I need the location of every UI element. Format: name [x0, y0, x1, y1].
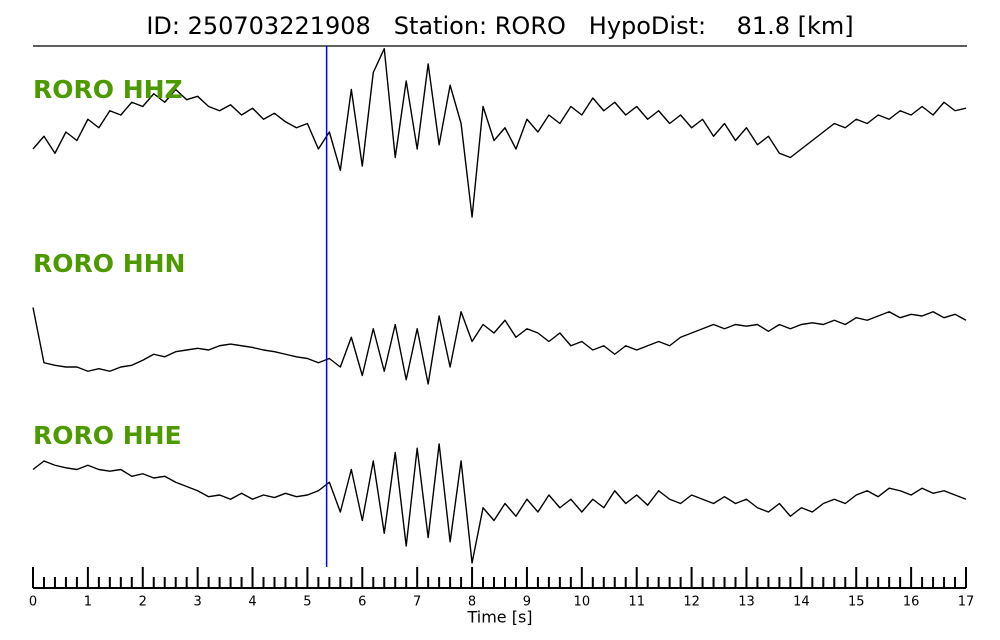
x-tick-label: 2: [139, 595, 147, 610]
waveform: [32, 443, 967, 564]
x-tick-label: 7: [413, 595, 421, 610]
x-tick-label: 15: [848, 595, 865, 610]
x-tick-label: 4: [248, 595, 256, 610]
x-tick-label: 14: [793, 595, 810, 610]
x-axis-label: Time [s]: [466, 608, 532, 627]
x-tick-label: 6: [358, 595, 366, 610]
trace-label: RORO HHN: [33, 249, 185, 278]
chart-title: ID: 250703221908 Station: RORO HypoDist:…: [146, 12, 853, 40]
waveform: [32, 307, 967, 385]
x-tick-label: 1: [84, 595, 92, 610]
x-tick-label: 3: [194, 595, 202, 610]
x-tick-label: 17: [958, 595, 975, 610]
waveform: [32, 48, 967, 218]
x-tick-label: 13: [738, 595, 755, 610]
x-tick-label: 11: [628, 595, 645, 610]
trace-label: RORO HHZ: [33, 75, 183, 104]
x-tick-label: 16: [903, 595, 920, 610]
trace-label: RORO HHE: [33, 421, 182, 450]
x-tick-label: 5: [303, 595, 311, 610]
x-tick-label: 9: [523, 595, 531, 610]
x-tick-label: 0: [29, 595, 37, 610]
x-tick-label: 12: [683, 595, 700, 610]
x-tick-label: 10: [574, 595, 591, 610]
x-tick-label: 8: [468, 595, 476, 610]
